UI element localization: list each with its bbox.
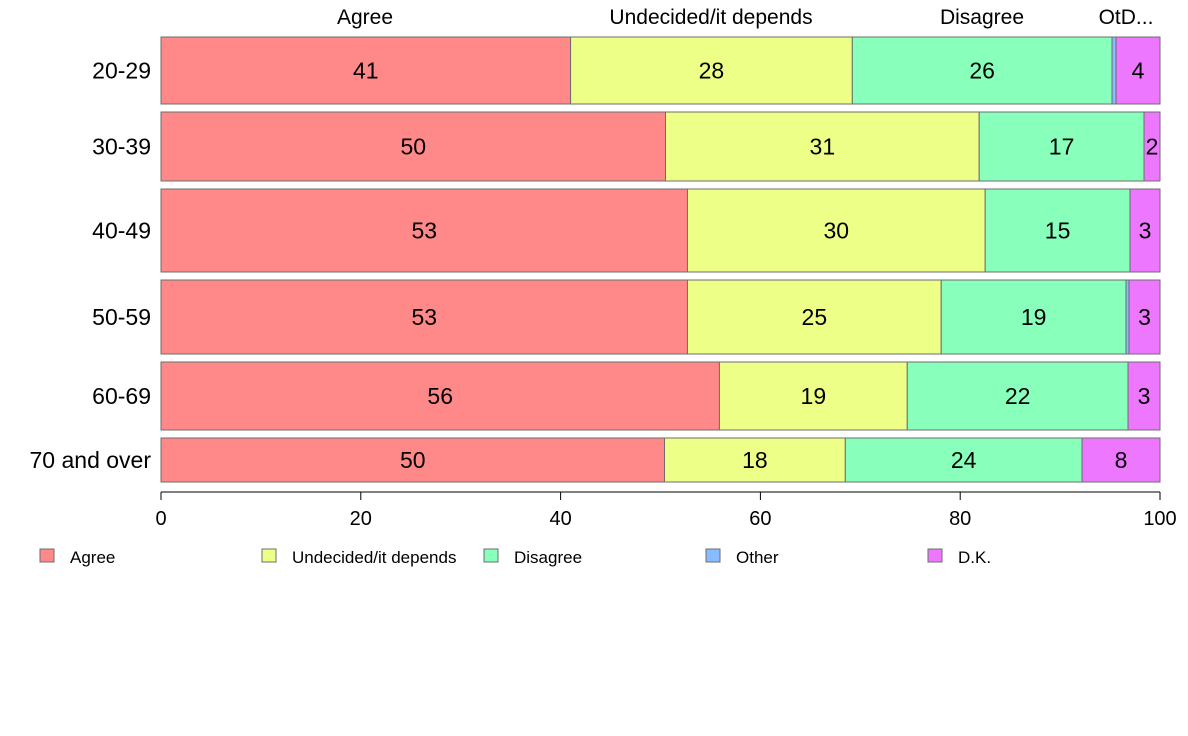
data-label-70-and-over-disagree: 24 — [951, 447, 977, 473]
top-label-undecided: Undecided/it depends — [609, 6, 812, 29]
data-label-20-29-agree: 41 — [353, 58, 379, 84]
bar-50-59-undecided-it-depends — [686, 279, 942, 355]
legend-label-undecided-it-depends: Undecided/it depends — [292, 548, 456, 567]
bar-20-29-undecided-it-depends — [570, 36, 853, 105]
category-label-20-29: 20-29 — [92, 58, 151, 84]
data-label-50-59-agree: 53 — [411, 304, 437, 330]
bar-20-29-agree — [160, 36, 572, 105]
data-label-20-29-disagree: 26 — [969, 58, 995, 84]
bar-50-59-agree — [160, 279, 688, 355]
bar-30-39-disagree — [978, 111, 1145, 182]
legend-swatch-other — [705, 548, 721, 563]
data-label-70-and-over-undecided-it-depends: 18 — [742, 447, 768, 473]
bar-60-69-disagree — [906, 361, 1129, 431]
bar-20-29-disagree — [851, 36, 1113, 105]
data-label-20-29-d-k: 4 — [1132, 58, 1145, 84]
data-label-30-39-undecided-it-depends: 31 — [810, 134, 836, 160]
data-label-60-69-undecided-it-depends: 19 — [801, 383, 827, 409]
category-label-70-and-over: 70 and over — [30, 447, 152, 473]
bar-20-29-other — [1111, 36, 1117, 105]
x-tick-label: 60 — [749, 508, 771, 530]
bar-70-and-over-d-k — [1081, 437, 1161, 483]
bar-60-69-agree — [160, 361, 720, 431]
top-label-agree: Agree — [337, 6, 393, 29]
data-label-40-49-d-k: 3 — [1139, 218, 1152, 244]
bar-60-69-undecided-it-depends — [718, 361, 908, 431]
bar-70-and-over-disagree — [844, 437, 1083, 483]
legend-swatch-disagree — [483, 548, 499, 563]
x-tick-label: 0 — [155, 508, 166, 530]
data-label-30-39-agree: 50 — [400, 134, 426, 160]
x-axis: 0 20 40 60 80 100 — [155, 491, 1177, 530]
legend: Agree Undecided/it depends Disagree Other D.… — [39, 548, 991, 567]
legend-label-disagree: Disagree — [514, 548, 582, 567]
bar-60-69-d-k — [1127, 361, 1161, 431]
data-label-50-59-d-k: 3 — [1138, 304, 1151, 330]
top-column-labels: Agree Undecided/it depends Disagree OtD.… — [337, 6, 1153, 29]
category-label-50-59: 50-59 — [92, 304, 151, 330]
data-label-70-and-over-agree: 50 — [400, 447, 426, 473]
bar-30-39-agree — [160, 111, 666, 182]
top-label-other-dk: OtD... — [1099, 6, 1154, 29]
bar-40-49-disagree — [984, 188, 1131, 273]
data-label-20-29-undecided-it-depends: 28 — [699, 58, 725, 84]
data-label-30-39-d-k: 2 — [1146, 134, 1159, 160]
category-label-40-49: 40-49 — [92, 218, 151, 244]
bar-50-59-disagree — [940, 279, 1127, 355]
data-label-50-59-disagree: 19 — [1021, 304, 1047, 330]
x-tick-label: 100 — [1143, 508, 1176, 530]
data-label-40-49-undecided-it-depends: 30 — [824, 218, 850, 244]
category-label-30-39: 30-39 — [92, 134, 151, 160]
bar-50-59-d-k — [1128, 279, 1161, 355]
x-tick-label: 80 — [949, 508, 971, 530]
x-tick-label: 20 — [350, 508, 372, 530]
data-label-40-49-agree: 53 — [411, 218, 437, 244]
bar-40-49-d-k — [1129, 188, 1161, 273]
bars-group: 41 28 26 4 50 31 17 2 53 30 15 3 53 25 19 3 56 19 22 3 50 18 2… — [160, 36, 1161, 483]
x-tick-label: 40 — [549, 508, 571, 530]
category-label-60-69: 60-69 — [92, 383, 151, 409]
data-label-60-69-disagree: 22 — [1005, 383, 1031, 409]
bar-20-29-d-k — [1115, 36, 1161, 105]
data-label-30-39-disagree: 17 — [1049, 134, 1075, 160]
bar-30-39-undecided-it-depends — [664, 111, 980, 182]
legend-label-agree: Agree — [70, 548, 115, 567]
legend-swatch-d-k — [927, 548, 943, 563]
legend-label-other: Other — [736, 548, 779, 567]
bar-40-49-agree — [160, 188, 688, 273]
legend-swatch-agree — [39, 548, 55, 563]
data-label-40-49-disagree: 15 — [1045, 218, 1071, 244]
legend-label-d-k: D.K. — [958, 548, 991, 567]
bar-40-49-undecided-it-depends — [686, 188, 986, 273]
data-label-60-69-d-k: 3 — [1138, 383, 1151, 409]
data-label-70-and-over-d-k: 8 — [1115, 447, 1128, 473]
legend-swatch-undecided-it-depends — [261, 548, 277, 563]
bar-70-and-over-agree — [160, 437, 665, 483]
bar-30-39-d-k — [1143, 111, 1161, 182]
data-label-60-69-agree: 56 — [427, 383, 453, 409]
data-label-50-59-undecided-it-depends: 25 — [802, 304, 828, 330]
top-label-disagree: Disagree — [940, 6, 1024, 29]
y-axis-category-labels: 20-29 30-39 40-49 50-59 60-69 70 and over — [30, 58, 152, 474]
